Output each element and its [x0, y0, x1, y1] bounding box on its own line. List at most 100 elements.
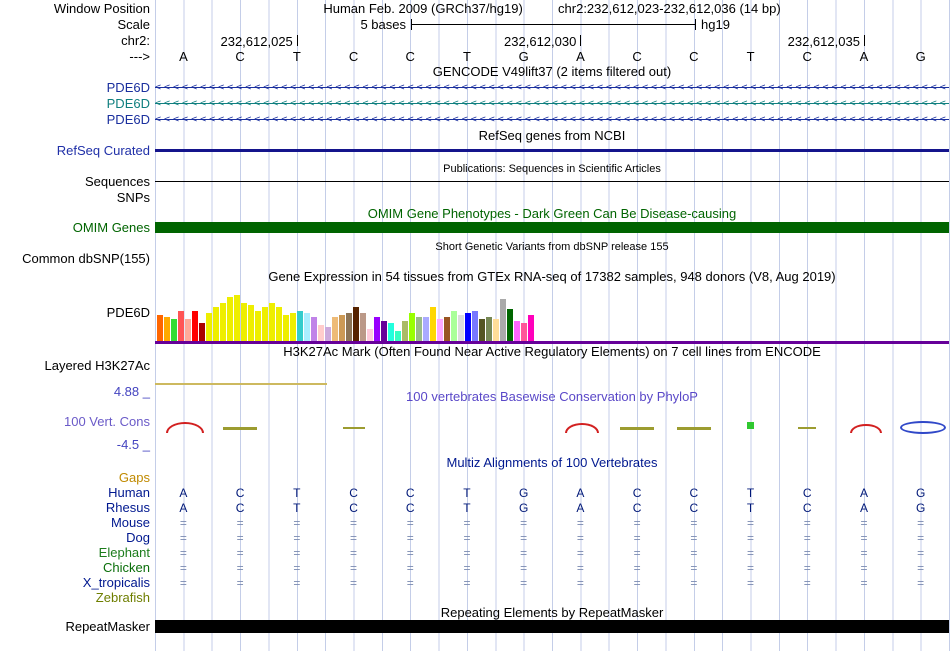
- gtex-expression-bar[interactable]: [472, 311, 478, 341]
- gtex-gene-label[interactable]: PDE6D: [106, 305, 150, 320]
- phylop-track-label[interactable]: 100 Vert. Cons: [64, 414, 150, 429]
- omim-genes-label[interactable]: OMIM Genes: [72, 220, 150, 235]
- sequences-label[interactable]: Sequences: [84, 174, 150, 189]
- phylop-mark-dash[interactable]: [798, 427, 817, 429]
- phylop-mark-lens[interactable]: [899, 421, 946, 434]
- gtex-expression-bar[interactable]: [262, 307, 268, 341]
- multiz-cell: =: [406, 516, 414, 530]
- gtex-expression-bar[interactable]: [374, 317, 380, 341]
- gtex-expression-bar[interactable]: [479, 319, 485, 341]
- gtex-expression-bar[interactable]: [458, 315, 464, 341]
- gtex-expression-bar[interactable]: [493, 319, 499, 341]
- multiz-species-label-mouse[interactable]: Mouse: [110, 515, 150, 530]
- gtex-expression-bar[interactable]: [444, 317, 450, 341]
- multiz-species-label-x_tropicalis[interactable]: X_tropicalis: [82, 575, 150, 590]
- gtex-expression-bar[interactable]: [339, 315, 345, 341]
- repeatmasker-label[interactable]: RepeatMasker: [65, 619, 150, 634]
- gtex-expression-bar[interactable]: [402, 321, 408, 341]
- gtex-expression-bar[interactable]: [164, 317, 170, 341]
- h3k27ac-label[interactable]: Layered H3K27Ac: [44, 358, 150, 373]
- gtex-expression-bar[interactable]: [409, 313, 415, 341]
- publications-sequences-track[interactable]: [155, 181, 949, 182]
- gtex-expression-bar[interactable]: [332, 317, 338, 341]
- gencode-gene-track-2[interactable]: <<<<<<<<<<<<<<<<<<<<<<<<<<<<<<<<<<<<<<<<…: [155, 98, 949, 110]
- gtex-expression-bar[interactable]: [178, 311, 184, 341]
- gtex-expression-bar[interactable]: [514, 321, 520, 341]
- gtex-expression-bar[interactable]: [269, 303, 275, 341]
- gtex-expression-bar[interactable]: [234, 295, 240, 341]
- gtex-baseline[interactable]: [155, 341, 949, 344]
- gtex-expression-bar[interactable]: [367, 329, 373, 341]
- gtex-expression-bar[interactable]: [430, 307, 436, 341]
- gtex-expression-bar[interactable]: [241, 303, 247, 341]
- gtex-expression-bar[interactable]: [276, 307, 282, 341]
- gtex-expression-bar[interactable]: [500, 299, 506, 341]
- scale-bar: [411, 19, 696, 30]
- gencode-gene-track-1[interactable]: <<<<<<<<<<<<<<<<<<<<<<<<<<<<<<<<<<<<<<<<…: [155, 82, 949, 94]
- gtex-expression-bar[interactable]: [507, 309, 513, 341]
- phylop-mark-arc[interactable]: [849, 424, 882, 433]
- gtex-expression-bar[interactable]: [248, 305, 254, 341]
- multiz-species-label-dog[interactable]: Dog: [126, 530, 150, 545]
- gtex-expression-bar[interactable]: [395, 331, 401, 341]
- gtex-expression-bar[interactable]: [290, 313, 296, 341]
- gtex-expression-bar[interactable]: [528, 315, 534, 341]
- gtex-expression-bar[interactable]: [416, 317, 422, 341]
- repeatmasker-track[interactable]: [155, 620, 949, 633]
- gtex-expression-bar[interactable]: [437, 319, 443, 341]
- gtex-expression-bar[interactable]: [255, 311, 261, 341]
- dbsnp-label[interactable]: Common dbSNP(155): [22, 251, 150, 266]
- gtex-expression-bar[interactable]: [311, 317, 317, 341]
- gtex-expression-bar[interactable]: [451, 311, 457, 341]
- multiz-cell: T: [463, 501, 471, 515]
- gtex-expression-bar[interactable]: [486, 317, 492, 341]
- phylop-mark-dash[interactable]: [676, 427, 711, 430]
- gtex-expression-bar[interactable]: [381, 321, 387, 341]
- gtex-expression-bar[interactable]: [521, 323, 527, 341]
- gtex-expression-bar[interactable]: [220, 303, 226, 341]
- multiz-species-label-zebrafish[interactable]: Zebrafish: [95, 590, 150, 605]
- multiz-cell: C: [632, 486, 642, 500]
- multiz-species-label-elephant[interactable]: Elephant: [98, 545, 150, 560]
- gtex-expression-bar[interactable]: [325, 327, 331, 341]
- gtex-expression-bar[interactable]: [227, 297, 233, 341]
- gtex-expression-bar[interactable]: [346, 313, 352, 341]
- gene-label-pde6d-2[interactable]: PDE6D: [106, 96, 150, 111]
- phylop-mark-dash[interactable]: [620, 427, 655, 430]
- gtex-expression-bar[interactable]: [283, 315, 289, 341]
- snps-label[interactable]: SNPs: [116, 190, 150, 205]
- gene-label-pde6d-3[interactable]: PDE6D: [106, 112, 150, 127]
- omim-genes-track[interactable]: [155, 222, 949, 233]
- multiz-species-label-rhesus[interactable]: Rhesus: [105, 500, 150, 515]
- gtex-expression-bar[interactable]: [423, 317, 429, 341]
- gtex-expression-bar[interactable]: [304, 313, 310, 341]
- gtex-expression-bar[interactable]: [206, 313, 212, 341]
- phylop-mark-dash[interactable]: [342, 427, 365, 429]
- phylop-mark-box[interactable]: [747, 422, 754, 429]
- multiz-species-label-human[interactable]: Human: [108, 485, 150, 500]
- refseq-curated-label[interactable]: RefSeq Curated: [56, 143, 150, 158]
- gtex-expression-bar[interactable]: [192, 311, 198, 341]
- gtex-expression-bar[interactable]: [465, 313, 471, 341]
- repeatmasker-title: Repeating Elements by RepeatMasker: [440, 605, 664, 620]
- gencode-gene-track-3[interactable]: <<<<<<<<<<<<<<<<<<<<<<<<<<<<<<<<<<<<<<<<…: [155, 114, 949, 126]
- gtex-expression-bar[interactable]: [157, 315, 163, 341]
- gtex-expression-bar[interactable]: [171, 319, 177, 341]
- gene-label-pde6d-1[interactable]: PDE6D: [106, 80, 150, 95]
- phylop-mark-arc[interactable]: [166, 422, 205, 433]
- h3k27ac-signal[interactable]: [155, 383, 327, 385]
- gtex-expression-bar[interactable]: [353, 307, 359, 341]
- gtex-expression-bar[interactable]: [199, 323, 205, 341]
- gtex-expression-bar[interactable]: [388, 323, 394, 341]
- phylop-mark-arc[interactable]: [565, 423, 600, 433]
- multiz-species-label-chicken[interactable]: Chicken: [103, 560, 150, 575]
- gtex-expression-bar[interactable]: [360, 313, 366, 341]
- refseq-curated-track[interactable]: [155, 149, 949, 152]
- multiz-cell: =: [179, 531, 187, 545]
- gtex-expression-bar[interactable]: [213, 307, 219, 341]
- gtex-expression-bar[interactable]: [297, 311, 303, 341]
- gtex-expression-bar[interactable]: [185, 319, 191, 341]
- phylop-mark-dash[interactable]: [223, 427, 258, 430]
- gtex-expression-bar[interactable]: [318, 325, 324, 341]
- multiz-species-label-gaps[interactable]: Gaps: [118, 470, 150, 485]
